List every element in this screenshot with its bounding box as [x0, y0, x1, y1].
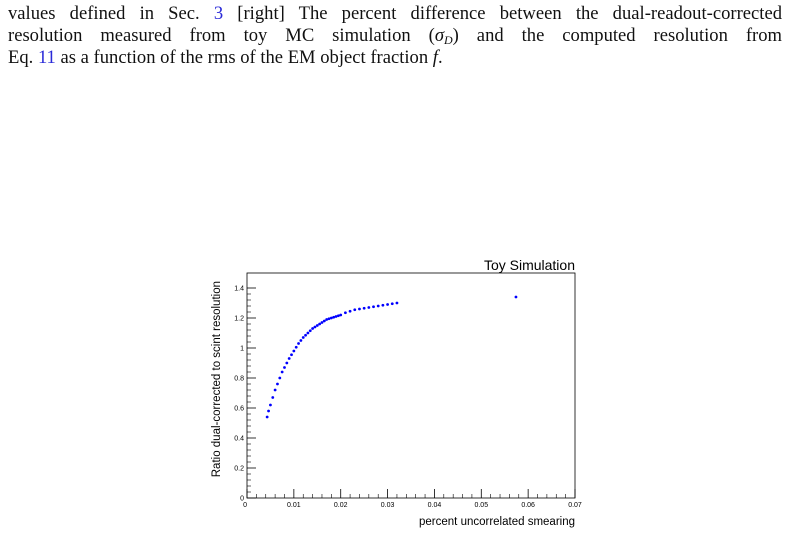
y-tick-label: 1.2 — [234, 316, 244, 323]
math: σ — [434, 25, 444, 46]
data-point — [306, 331, 310, 335]
text: . — [437, 47, 443, 68]
plot-frame — [246, 272, 576, 499]
data-point — [390, 302, 394, 306]
math-subscript: D — [444, 33, 453, 47]
data-point — [294, 345, 298, 349]
data-point — [285, 361, 289, 365]
reference-link[interactable]: 3 — [213, 3, 224, 24]
data-point — [287, 357, 291, 360]
x-tick-label: 0.03 — [381, 502, 395, 509]
text: [right] The percent difference between t… — [223, 3, 782, 24]
data-point — [283, 366, 286, 369]
data-point — [311, 327, 314, 330]
data-point — [315, 324, 319, 327]
data-point — [297, 342, 300, 345]
y-axis-label: Ratio dual-corrected to scint resolution — [211, 281, 223, 477]
y-tick-label: 1.4 — [234, 286, 244, 293]
x-tick-label: 0.07 — [568, 502, 582, 509]
x-axis-label: percent uncorrelated smearing — [419, 516, 575, 528]
data-point — [322, 319, 326, 323]
y-tick-label: 0.2 — [234, 466, 244, 473]
data-point — [299, 339, 303, 342]
text: Eq. — [8, 47, 38, 68]
data-point — [292, 349, 296, 353]
math: f — [432, 47, 438, 68]
data-point — [325, 318, 329, 321]
data-point — [320, 321, 324, 324]
data-point — [381, 303, 385, 307]
data-point — [327, 317, 331, 321]
reference-link[interactable]: 11 — [37, 47, 56, 68]
data-point — [301, 336, 305, 339]
data-point — [344, 311, 347, 315]
data-point — [290, 353, 293, 357]
data-point — [336, 314, 340, 318]
data-point — [376, 304, 380, 308]
y-tick-label: 0 — [240, 496, 244, 503]
y-tick-label: 0.6 — [234, 406, 244, 413]
data-point — [386, 303, 389, 306]
data-point — [353, 308, 357, 312]
data-point — [308, 329, 312, 333]
data-point — [334, 315, 338, 318]
math: D — [444, 33, 453, 47]
x-tick-label: 0.02 — [334, 502, 348, 509]
data-point — [265, 415, 269, 419]
y-tick-label: 0.8 — [234, 376, 244, 383]
data-point — [329, 316, 333, 320]
x-tick-label: 0 — [243, 502, 247, 509]
data-point — [280, 370, 284, 374]
text-line: values defined in Sec. 3 [right] The per… — [8, 3, 782, 25]
text-line: Eq. 11 as a function of the rms of the E… — [8, 47, 443, 69]
text: values defined in Sec. — [8, 3, 214, 24]
x-tick-label: 0.04 — [428, 502, 442, 509]
data-point — [271, 396, 275, 399]
data-point — [395, 301, 399, 305]
text: resolution measured from toy MC simulati… — [8, 25, 435, 46]
data-point — [318, 322, 322, 326]
data-point — [358, 307, 361, 311]
data-point — [332, 315, 336, 319]
data-point — [313, 325, 317, 329]
data-point — [362, 306, 366, 310]
data-point — [276, 382, 279, 386]
data-point — [367, 306, 371, 309]
data-point — [348, 309, 352, 313]
text: as a function of the rms of the EM objec… — [55, 47, 433, 68]
x-tick-label: 0.06 — [521, 502, 535, 509]
x-tick-label: 0.05 — [474, 502, 488, 509]
data-point — [267, 409, 270, 413]
y-tick-label: 1 — [240, 346, 244, 353]
x-tick-label: 0.01 — [287, 502, 301, 509]
chart-title: Toy Simulation — [484, 257, 575, 273]
text: ) and the computed resolution from — [452, 25, 782, 46]
y-tick-label: 0.4 — [234, 436, 244, 443]
data-point — [269, 403, 272, 407]
data-point — [339, 313, 343, 317]
data-point — [273, 388, 277, 392]
data-point — [278, 376, 282, 380]
data-point — [304, 333, 307, 337]
data-point — [514, 295, 518, 299]
data-point — [372, 305, 375, 309]
text-line: resolution measured from toy MC simulati… — [8, 25, 782, 47]
